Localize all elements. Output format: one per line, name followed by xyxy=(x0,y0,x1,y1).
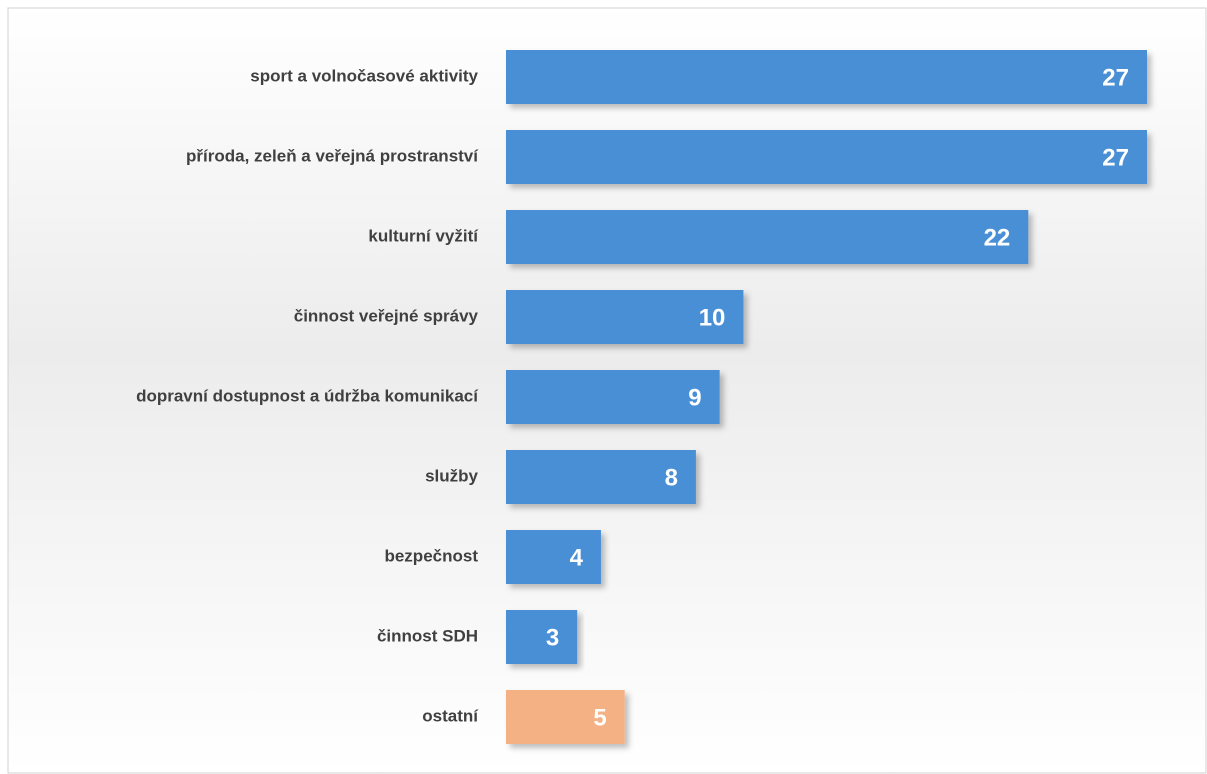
bar xyxy=(506,610,578,664)
value-label: 27 xyxy=(1102,64,1129,91)
bar xyxy=(506,50,1147,104)
value-label: 9 xyxy=(688,384,701,411)
value-label: 22 xyxy=(984,224,1011,251)
category-label: ostatní xyxy=(422,706,479,725)
category-label: činnost SDH xyxy=(377,626,478,645)
bar xyxy=(506,530,601,584)
value-label: 27 xyxy=(1102,144,1129,171)
category-label: dopravní dostupnost a údržba komunikací xyxy=(136,386,479,405)
bar xyxy=(506,130,1147,184)
category-label: služby xyxy=(425,466,478,485)
bar xyxy=(506,690,625,744)
bar xyxy=(506,370,720,424)
value-label: 10 xyxy=(699,304,726,331)
category-label: kulturní vyžití xyxy=(368,226,479,245)
value-label: 8 xyxy=(665,464,678,491)
category-label: sport a volnočasové aktivity xyxy=(250,66,478,85)
bar xyxy=(506,210,1029,264)
category-label: příroda, zeleň a veřejná prostranství xyxy=(186,146,479,165)
bar xyxy=(506,450,696,504)
bar xyxy=(506,290,744,344)
category-label: bezpečnost xyxy=(384,546,478,565)
value-label: 4 xyxy=(570,544,584,571)
value-label: 3 xyxy=(546,624,559,651)
value-label: 5 xyxy=(593,704,606,731)
category-label: činnost veřejné správy xyxy=(294,306,479,325)
